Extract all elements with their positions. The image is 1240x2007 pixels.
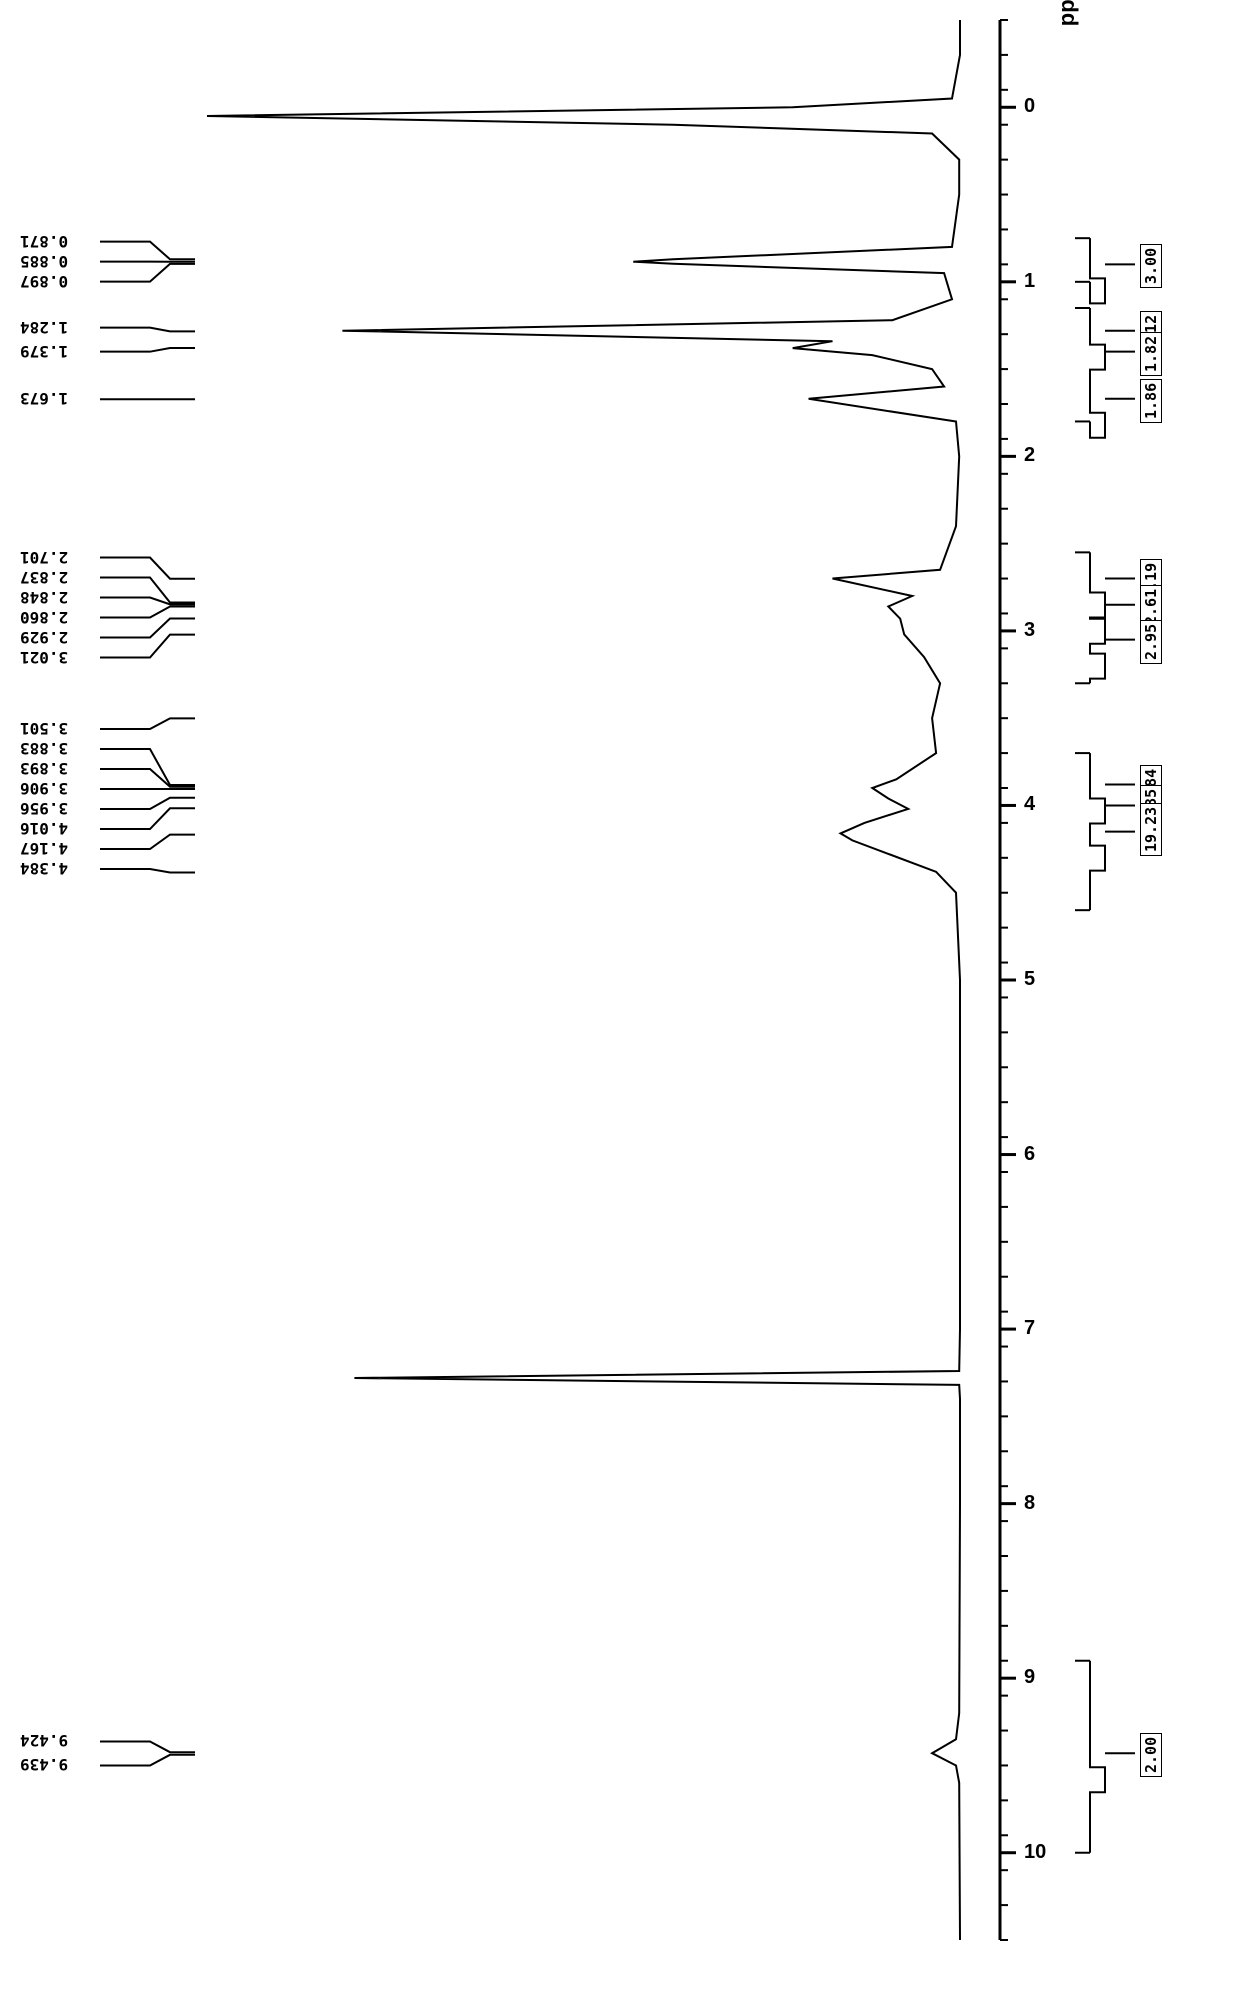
axis-tick-label: 4 — [1024, 793, 1035, 816]
peak-label: 4.016 — [20, 819, 68, 838]
peak-label: 2.701 — [20, 548, 68, 567]
axis-tick-label: 1 — [1024, 270, 1035, 293]
peak-label: 3.956 — [20, 799, 68, 818]
integration-label: 2.00 — [1140, 1733, 1162, 1777]
peak-label: 3.501 — [20, 719, 68, 738]
peak-label: 2.848 — [20, 588, 68, 607]
axis-unit-label: ppm — [1054, 0, 1080, 26]
peak-label: 0.897 — [20, 272, 68, 291]
spectrum-svg — [0, 0, 1240, 2007]
axis-tick-label: 7 — [1024, 1317, 1035, 1340]
peak-label: 2.837 — [20, 568, 68, 587]
peak-label: 9.424 — [20, 1731, 68, 1750]
axis-tick-label: 5 — [1024, 968, 1035, 991]
nmr-spectrum-container: ppm 0.8710.8850.8971.2841.3791.6732.7012… — [0, 0, 1240, 2007]
axis-tick-label: 9 — [1024, 1666, 1035, 1689]
peak-label: 3.883 — [20, 739, 68, 758]
peak-label: 2.860 — [20, 608, 68, 627]
peak-label: 1.284 — [20, 318, 68, 337]
peak-label: 2.929 — [20, 628, 68, 647]
peak-label: 0.871 — [20, 232, 68, 251]
peak-label: 4.167 — [20, 839, 68, 858]
spectrum-trace — [207, 20, 960, 1940]
axis-tick-label: 8 — [1024, 1492, 1035, 1515]
integration-curves — [1075, 238, 1135, 1853]
integration-label: 1.86 — [1140, 379, 1162, 423]
peak-connectors — [100, 242, 195, 1766]
axis-tick-label: 10 — [1024, 1841, 1046, 1864]
axis-tick-label: 2 — [1024, 444, 1035, 467]
axis-tick-label: 3 — [1024, 619, 1035, 642]
axis-tick-label: 0 — [1024, 95, 1035, 118]
peak-label: 3.893 — [20, 759, 68, 778]
peak-label: 3.906 — [20, 779, 68, 798]
peak-label: 1.379 — [20, 342, 68, 361]
peak-label: 9.439 — [20, 1755, 68, 1774]
integration-label: 3.00 — [1140, 244, 1162, 288]
peak-label: 3.021 — [20, 648, 68, 667]
peak-label: 4.384 — [20, 859, 68, 878]
integration-label: 1.82 — [1140, 332, 1162, 376]
axis-tick-label: 6 — [1024, 1143, 1035, 1166]
integration-label: 19.23 — [1140, 802, 1162, 855]
integration-label: 2.95 — [1140, 620, 1162, 664]
peak-label: 1.673 — [20, 389, 68, 408]
peak-label: 0.885 — [20, 252, 68, 271]
ppm-axis — [1000, 20, 1016, 1940]
